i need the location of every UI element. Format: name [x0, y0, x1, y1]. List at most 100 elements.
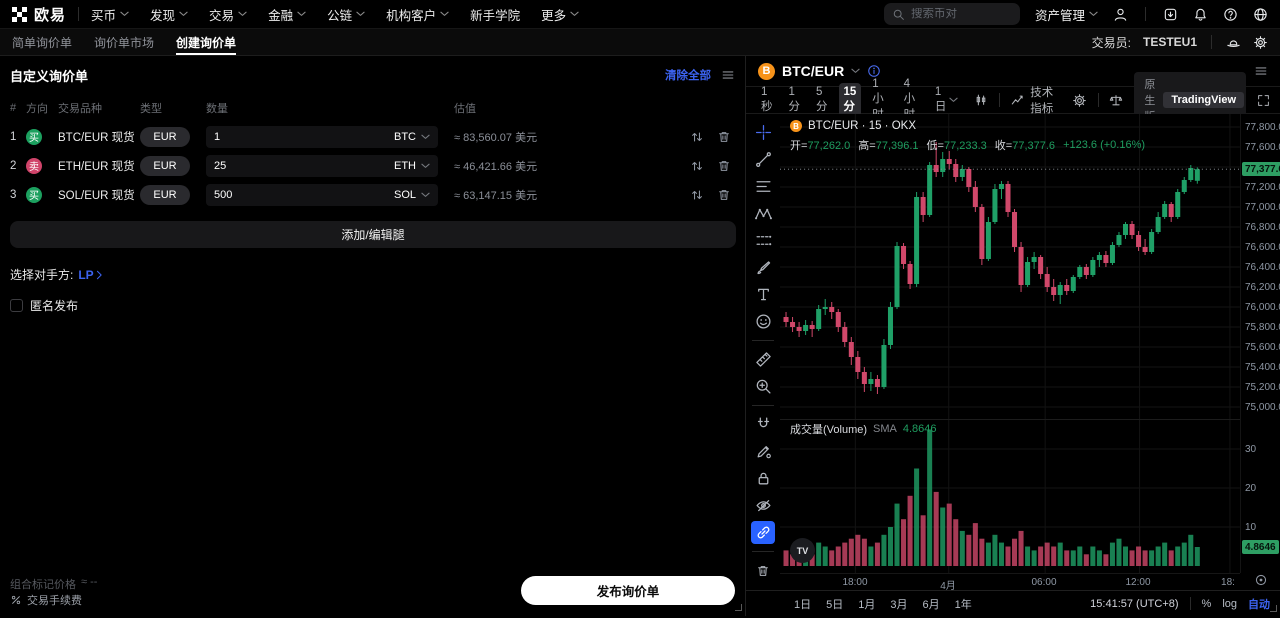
delete-leg-icon[interactable] [717, 188, 731, 202]
candlestick-chart[interactable] [780, 114, 1240, 573]
trader-hat-icon[interactable] [1226, 35, 1241, 50]
range-button[interactable]: 1月 [858, 598, 876, 611]
swap-direction-icon[interactable] [690, 159, 704, 173]
asset-management-menu[interactable]: 资产管理 [1035, 5, 1098, 24]
panel-resize-corner[interactable] [735, 604, 742, 611]
nav-menu-item[interactable]: 机构客户 [386, 5, 449, 24]
currency-pill[interactable]: EUR [140, 155, 190, 176]
tab-询价单市场[interactable]: 询价单市场 [94, 35, 155, 50]
publish-rfq-button[interactable]: 发布询价单 [521, 576, 735, 605]
list-menu-icon[interactable] [721, 68, 735, 82]
text-tool-icon[interactable] [751, 283, 775, 306]
chevron-right-icon [96, 270, 103, 280]
crosshair-tool-icon[interactable] [751, 121, 775, 144]
indicators-button[interactable]: 技术指标 [1011, 84, 1060, 116]
time-tick: 4月 [940, 581, 956, 590]
currency-pill[interactable]: EUR [140, 126, 190, 147]
pair-selector[interactable]: BTC/EUR 现货 [58, 129, 146, 145]
info-icon[interactable] [867, 64, 881, 78]
price-tick: 76,400.0 [1245, 262, 1280, 273]
scroll-to-realtime-icon[interactable] [1254, 573, 1268, 587]
profile-icon[interactable] [1113, 7, 1128, 22]
pair-selector[interactable]: SOL/EUR 现货 [58, 187, 146, 203]
tab-简单询价单[interactable]: 简单询价单 [12, 35, 73, 50]
emoji-tool-icon[interactable] [751, 310, 775, 333]
nav-menu-item[interactable]: 更多 [541, 5, 579, 24]
tab-创建询价单[interactable]: 创建询价单 [176, 29, 237, 55]
nav-menu-item[interactable]: 公链 [327, 5, 365, 24]
sync-drawings-icon[interactable] [751, 521, 775, 544]
nav-menu-label: 交易 [209, 8, 235, 23]
nav-menu-item[interactable]: 新手学院 [470, 5, 520, 24]
unit-selector[interactable]: BTC [394, 131, 430, 143]
chart-resize-corner[interactable] [1270, 605, 1277, 612]
log-scale-button[interactable]: log [1222, 597, 1237, 610]
percent-scale-button[interactable]: % [1201, 597, 1212, 610]
nav-menu-item[interactable]: 发现 [150, 5, 188, 24]
nav-menu-item[interactable]: 金融 [268, 5, 306, 24]
drawing-mode-icon[interactable] [751, 440, 775, 463]
zoom-in-tool-icon[interactable] [751, 375, 775, 398]
measure-tool-icon[interactable] [751, 348, 775, 371]
hide-drawings-icon[interactable] [751, 494, 775, 517]
counterparty-link[interactable]: LP [78, 268, 102, 282]
fullscreen-expand-icon[interactable] [1257, 94, 1270, 107]
range-button[interactable]: 3月 [890, 598, 908, 611]
currency-pill[interactable]: EUR [140, 184, 190, 205]
help-icon[interactable] [1223, 7, 1238, 22]
quantity-input[interactable]: 25 ETH [206, 154, 438, 177]
interval-button[interactable]: 15分 [838, 83, 862, 117]
brush-tool-icon[interactable] [751, 256, 775, 279]
swap-direction-icon[interactable] [690, 130, 704, 144]
search-box[interactable] [883, 3, 1020, 25]
tradingview-mode-option[interactable]: TradingView [1163, 92, 1244, 108]
time-tick: 06:00 [1031, 577, 1057, 588]
magnet-tool-icon[interactable] [751, 413, 775, 436]
interval-button[interactable]: 1日 [930, 83, 964, 117]
candle-style-icon[interactable] [974, 93, 988, 107]
nav-menu-label: 新手学院 [470, 8, 521, 23]
unit-selector[interactable]: SOL [394, 189, 430, 201]
unit-selector[interactable]: ETH [394, 160, 430, 172]
trendline-tool-icon[interactable] [751, 148, 775, 171]
pair-selector[interactable]: ETH/EUR 现货 [58, 158, 146, 174]
forecast-tool-icon[interactable] [751, 229, 775, 252]
add-edit-legs-button[interactable]: 添加/编辑腿 [10, 221, 736, 248]
lock-drawings-icon[interactable] [751, 467, 775, 490]
price-axis[interactable]: 77,800.0 77,600.0 77,200.0 77,000.0 76,800.0… [1240, 114, 1280, 573]
language-globe-icon[interactable] [1253, 7, 1268, 22]
panel-menu-icon[interactable] [1254, 64, 1268, 78]
delete-leg-icon[interactable] [717, 159, 731, 173]
notifications-icon[interactable] [1193, 7, 1208, 22]
search-input[interactable] [910, 8, 1011, 20]
auto-scale-button[interactable]: 自动 [1248, 598, 1270, 611]
anonymous-checkbox[interactable] [10, 299, 23, 312]
settings-gear-icon[interactable] [1253, 35, 1268, 50]
range-button[interactable]: 5日 [826, 598, 844, 611]
fib-lines-tool-icon[interactable] [751, 175, 775, 198]
range-button[interactable]: 1年 [954, 598, 972, 611]
delete-leg-icon[interactable] [717, 130, 731, 144]
swap-direction-icon[interactable] [690, 188, 704, 202]
quantity-input[interactable]: 1 BTC [206, 125, 438, 148]
quantity-input[interactable]: 500 SOL [206, 183, 438, 206]
time-axis[interactable]: 18:00 4月 06:00 12:00 18: [780, 573, 1240, 590]
chart-settings-gear-icon[interactable] [1072, 93, 1087, 108]
volume-label: 成交量(Volume) [790, 424, 868, 436]
tradingview-watermark-icon[interactable]: TV [790, 538, 815, 563]
interval-button[interactable]: 1分 [784, 83, 806, 117]
compare-scale-icon[interactable] [1109, 93, 1123, 107]
range-button[interactable]: 6月 [922, 598, 940, 611]
range-button[interactable]: 1日 [794, 598, 812, 611]
interval-button[interactable]: 1秒 [756, 83, 778, 117]
interval-button[interactable]: 5分 [811, 83, 833, 117]
download-app-icon[interactable] [1163, 7, 1178, 22]
okx-brand[interactable]: 欧易 [12, 4, 66, 25]
xabcd-pattern-tool-icon[interactable] [751, 202, 775, 225]
nav-menu-item[interactable]: 买币 [91, 5, 129, 24]
price-chart-canvas[interactable]: B BTC/EUR · 15 · OKX 开=77,262.0 高=77,396.… [780, 114, 1240, 573]
chevron-down-icon[interactable] [851, 68, 860, 74]
nav-menu-item[interactable]: 交易 [209, 5, 247, 24]
remove-drawings-icon[interactable] [751, 559, 775, 582]
clear-all-link[interactable]: 清除全部 [665, 70, 711, 82]
